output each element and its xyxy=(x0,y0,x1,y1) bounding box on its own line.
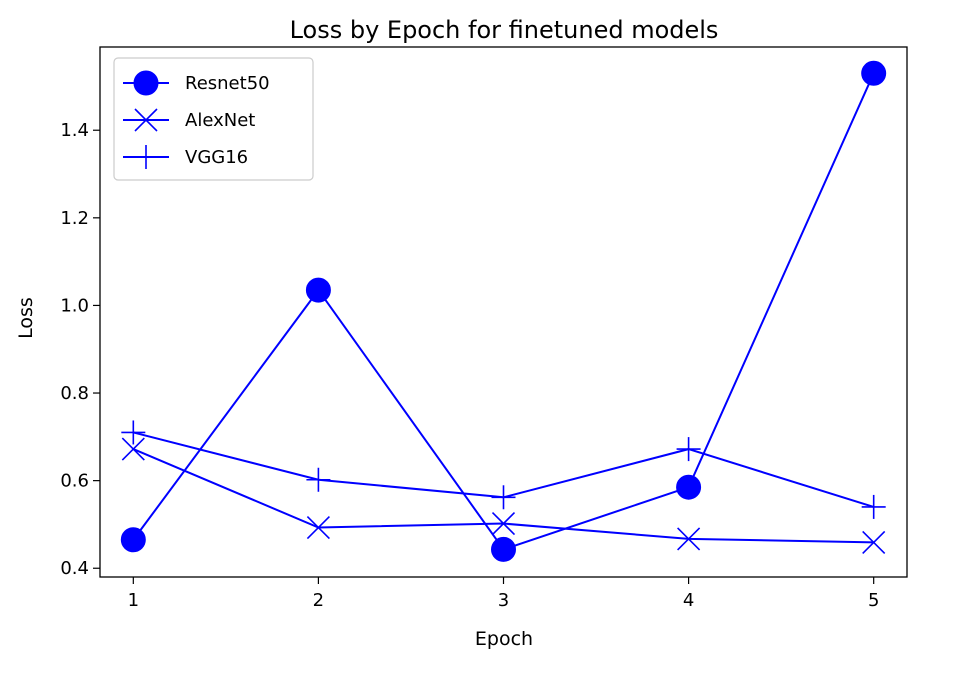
data-point-vgg16 xyxy=(121,420,146,445)
data-point-alexnet xyxy=(306,515,330,540)
data-point-vgg16 xyxy=(861,494,886,519)
x-tick-label: 1 xyxy=(128,590,139,611)
legend-marker-vgg16 xyxy=(134,145,158,169)
y-tick-label: 0.4 xyxy=(60,558,89,579)
data-point-vgg16 xyxy=(491,485,516,510)
data-point-resnet50 xyxy=(491,536,516,562)
y-tick-label: 0.6 xyxy=(60,471,89,492)
data-point-alexnet xyxy=(121,437,145,461)
legend-box xyxy=(113,57,314,181)
legend-marker-alexnet xyxy=(134,108,158,132)
data-point-alexnet xyxy=(677,527,701,551)
x-tick-label: 2 xyxy=(313,590,324,611)
legend-label: Resnet50 xyxy=(185,73,270,94)
data-point-vgg16 xyxy=(306,467,331,492)
x-tick-label: 5 xyxy=(868,590,879,611)
plot-area: 1 2 3 4 5 0.4 0.6 0.8 1.0 1.2 1.4 xyxy=(60,46,908,611)
legend-item-alexnet: AlexNet xyxy=(123,108,255,132)
data-point-resnet50 xyxy=(305,277,331,303)
legend-marker-resnet50 xyxy=(133,70,159,96)
x-axis-label: Epoch xyxy=(475,628,533,650)
y-tick-label: 1.0 xyxy=(60,295,89,316)
legend-item-vgg16: VGG16 xyxy=(123,145,248,169)
data-point-resnet50 xyxy=(120,527,146,553)
chart-title: Loss by Epoch for finetuned models xyxy=(290,16,719,44)
y-axis-label: Loss xyxy=(15,297,37,339)
legend-label: VGG16 xyxy=(185,147,248,168)
data-point-resnet50 xyxy=(676,474,702,500)
y-tick-label: 1.4 xyxy=(60,120,89,141)
x-tick-label: 3 xyxy=(498,590,509,611)
data-point-alexnet xyxy=(491,511,516,536)
legend: Resnet50 AlexNet VGG16 xyxy=(113,57,314,181)
data-point-vgg16 xyxy=(676,437,701,462)
data-point-alexnet xyxy=(862,530,886,554)
data-point-resnet50 xyxy=(861,60,887,86)
legend-item-resnet50: Resnet50 xyxy=(123,70,270,96)
x-tick-label: 4 xyxy=(683,590,694,611)
y-tick-label: 0.8 xyxy=(60,383,89,404)
legend-label: AlexNet xyxy=(185,110,255,131)
y-tick-label: 1.2 xyxy=(60,208,89,229)
